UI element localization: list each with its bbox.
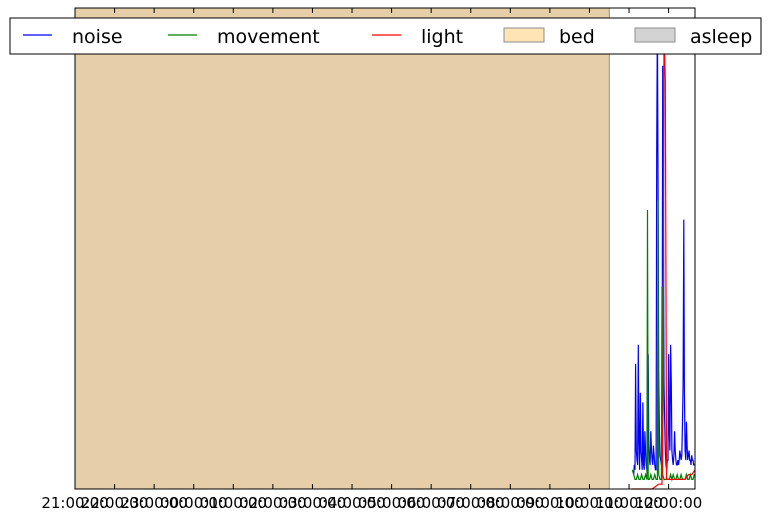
x-tick-label: 03:00:00 xyxy=(279,494,346,512)
legend-handle-bed xyxy=(503,27,545,43)
legend-label-bed: bed xyxy=(559,26,595,48)
bed-span xyxy=(75,8,610,489)
asleep-span xyxy=(74,7,610,490)
legend-label-noise: noise xyxy=(72,26,123,48)
x-tick-label: 10:00:00 xyxy=(556,494,623,512)
legend-handle-asleep xyxy=(634,27,676,43)
legend: noise movement light bed asleep xyxy=(9,17,762,55)
legend-label-light: light xyxy=(421,26,463,48)
x-tick-label: 23:00:00 xyxy=(120,494,187,512)
x-tick-label: 00:00:00 xyxy=(160,494,227,512)
x-tick-label: 09:00:00 xyxy=(516,494,583,512)
x-tick-label: 11:00:00 xyxy=(595,494,662,512)
x-axis-ticks xyxy=(74,8,670,489)
plot-frame xyxy=(74,7,696,490)
x-tick-label: 21:00:00 xyxy=(41,494,108,512)
x-tick-label: 04:00:00 xyxy=(318,494,385,512)
x-tick-label: 07:00:00 xyxy=(437,494,504,512)
x-tick-label: 22:00:00 xyxy=(81,494,148,512)
x-tick-label: 05:00:00 xyxy=(358,494,425,512)
x-axis-tick-labels: 21:00:0022:00:0023:00:0000:00:0001:00:00… xyxy=(41,494,702,512)
x-tick-label: 06:00:00 xyxy=(397,494,464,512)
x-tick-label: 01:00:00 xyxy=(200,494,267,512)
x-tick-label: 08:00:00 xyxy=(477,494,544,512)
x-tick-label: 02:00:00 xyxy=(239,494,306,512)
legend-label-asleep: asleep xyxy=(690,26,752,48)
series-line-noise xyxy=(633,17,695,475)
x-tick-label: 12:00:00 xyxy=(635,494,702,512)
legend-label-movement: movement xyxy=(217,26,320,48)
time-spans xyxy=(74,7,610,490)
